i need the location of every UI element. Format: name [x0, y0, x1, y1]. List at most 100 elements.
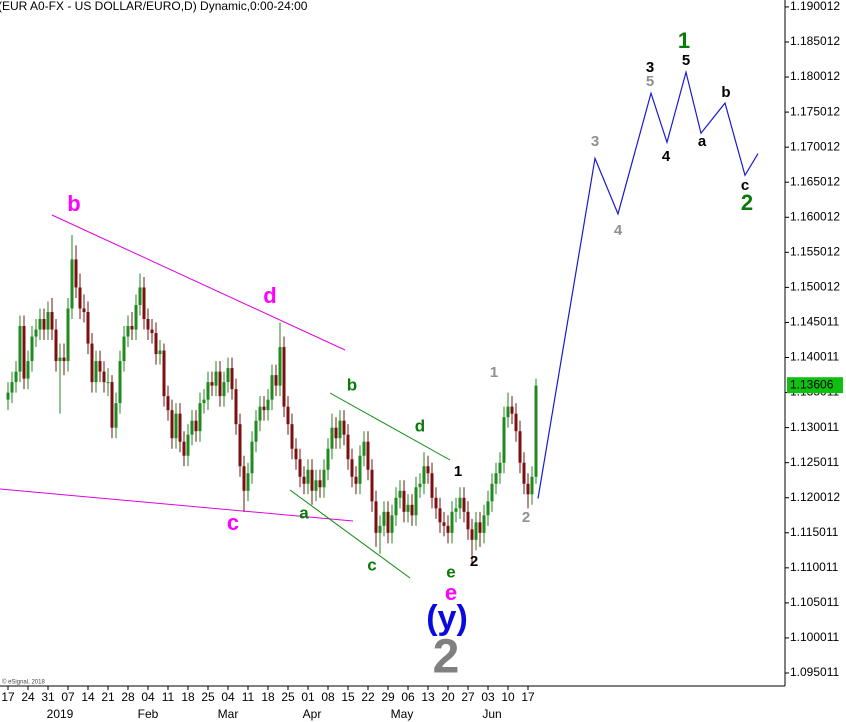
wave-label: a — [698, 133, 707, 150]
trend-line — [0, 488, 354, 522]
wave-label: (y) — [426, 599, 468, 637]
candle-body — [470, 529, 474, 540]
candle-body — [106, 382, 110, 384]
candle-body — [98, 361, 102, 372]
candle-body — [286, 406, 290, 425]
candle-body — [54, 329, 58, 362]
candle-body — [74, 259, 78, 288]
candle-body — [206, 382, 210, 400]
candle-body — [210, 382, 214, 386]
watermark: © eSignal, 2018 — [2, 679, 45, 686]
candle-body — [50, 312, 54, 330]
candle-body — [154, 333, 158, 355]
wave-label: b — [721, 84, 730, 101]
candle-body — [246, 473, 250, 491]
candle-body — [134, 304, 138, 330]
x-tick-label: 01 — [301, 690, 315, 704]
candle-body — [506, 406, 510, 418]
candle-body — [26, 361, 30, 379]
candle-body — [182, 441, 186, 456]
candle-body — [490, 483, 494, 502]
x-tick-label: 24 — [21, 690, 35, 704]
wave-label: 1 — [454, 463, 462, 480]
wave-label: 5 — [682, 52, 690, 69]
candle-body — [410, 504, 414, 516]
y-tick-label: 1.115011 — [790, 525, 839, 539]
x-tick-label: 06 — [401, 690, 415, 704]
candle-body — [310, 469, 314, 491]
candle-body — [110, 382, 114, 428]
y-tick-label: 1.190012 — [790, 0, 840, 13]
candle-body — [326, 448, 330, 470]
candle-body — [250, 441, 254, 474]
wave-label: 2 — [741, 190, 753, 215]
candle-body — [498, 462, 502, 474]
x-tick-label: 18 — [261, 690, 275, 704]
trend-line — [51, 214, 346, 351]
candle-body — [338, 420, 342, 439]
candle-body — [414, 487, 418, 516]
y-tick-label: 1.150012 — [790, 280, 840, 294]
x-tick-label: 07 — [61, 690, 75, 704]
x-tick-label: 25 — [281, 690, 295, 704]
candle-body — [70, 259, 74, 309]
candle-body — [194, 420, 198, 432]
y-tick-label: 1.110011 — [790, 560, 839, 574]
candle-body — [258, 406, 262, 421]
wave-label: 2 — [522, 509, 530, 526]
candle-body — [510, 406, 514, 414]
candle-body — [242, 466, 246, 491]
candle-body — [66, 308, 70, 362]
candle-body — [358, 455, 362, 484]
candle-body — [406, 504, 410, 512]
candle-body — [10, 382, 14, 393]
candle-body — [450, 511, 454, 533]
candle-body — [378, 525, 382, 533]
candle-body — [162, 350, 166, 397]
x-tick-label: 08 — [321, 690, 335, 704]
candle-body — [402, 490, 406, 512]
y-tick-label: 1.170012 — [790, 139, 840, 153]
candle-body — [190, 420, 194, 435]
candle-body — [350, 459, 354, 477]
x-tick-label: 28 — [121, 690, 135, 704]
x-tick-label: 14 — [81, 690, 95, 704]
candle-body — [418, 483, 422, 488]
wave-label: a — [299, 503, 309, 522]
x-tick-label: 22 — [361, 690, 375, 704]
candle-body — [18, 326, 22, 372]
y-tick-label: 1.130011 — [790, 420, 839, 434]
x-tick-label: 10 — [501, 690, 515, 704]
wave-label: c — [741, 177, 749, 194]
wave-label: 4 — [614, 222, 623, 239]
candle-body — [262, 406, 266, 411]
y-tick-label: 1.095011 — [790, 665, 839, 679]
wave-label: e — [445, 580, 457, 605]
candle-body — [266, 399, 270, 411]
wave-label: e — [446, 562, 455, 581]
candle-body — [82, 308, 86, 313]
candle-body — [426, 466, 430, 474]
candle-body — [78, 287, 82, 309]
candle-body — [458, 497, 462, 509]
chart-title: (EUR A0-FX - US DOLLAR/EURO,D) Dynamic,0… — [0, 0, 308, 13]
x-tick-label: 03 — [481, 690, 495, 704]
candle-body — [398, 490, 402, 498]
y-tick-label: 1.155012 — [790, 244, 840, 258]
candle-body — [102, 371, 106, 383]
month-label: Apr — [303, 707, 322, 721]
candle-body — [270, 375, 274, 400]
x-tick-label: 27 — [461, 690, 475, 704]
candle-body — [222, 382, 226, 397]
candle-body — [394, 497, 398, 516]
candle-body — [454, 508, 458, 512]
candle-body — [62, 357, 66, 362]
x-tick-label: 18 — [181, 690, 195, 704]
candle-body — [534, 385, 538, 477]
wave-label: 1 — [678, 28, 690, 53]
candle-body — [214, 371, 218, 386]
candle-body — [122, 336, 126, 362]
wave-label: d — [415, 416, 425, 435]
candle-body — [278, 347, 282, 386]
candle-body — [238, 424, 242, 467]
